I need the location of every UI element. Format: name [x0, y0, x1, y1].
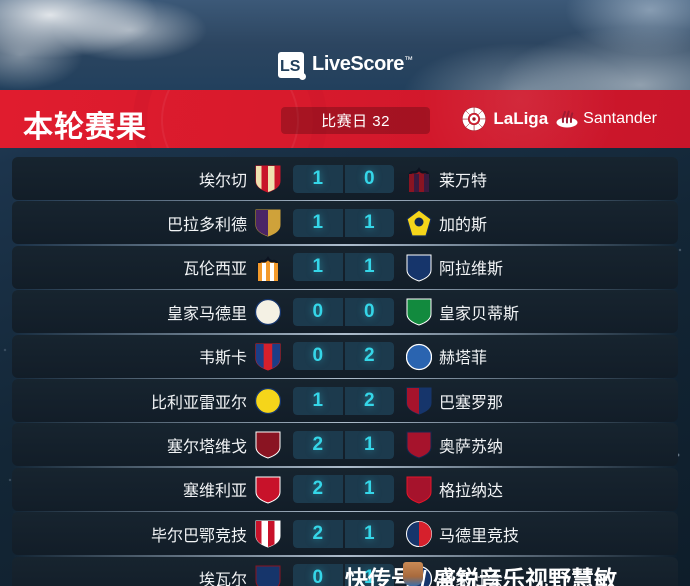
- svg-text:LS: LS: [280, 58, 301, 75]
